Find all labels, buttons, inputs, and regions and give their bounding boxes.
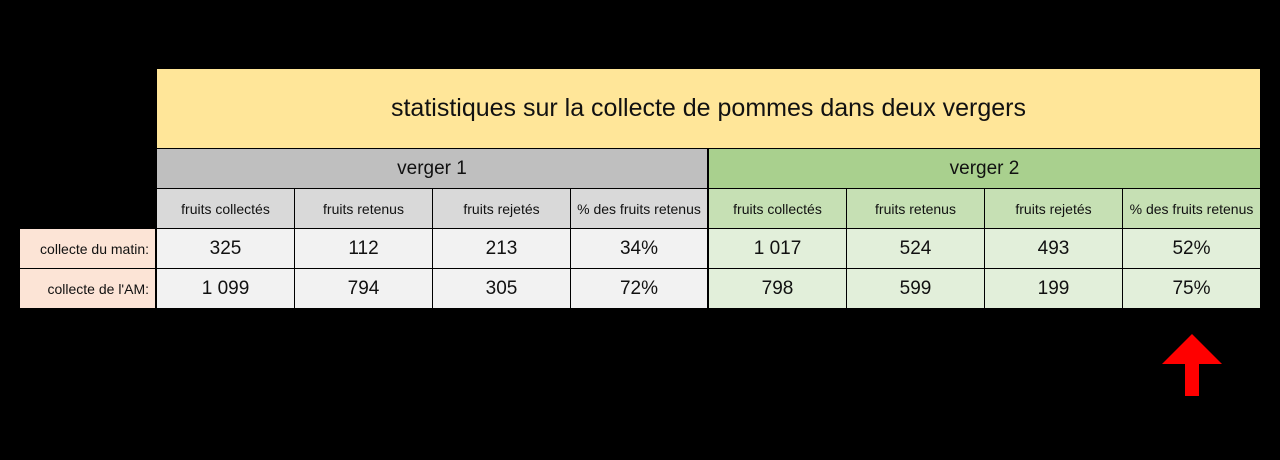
table-cell: 798: [709, 269, 846, 308]
table-title: statistiques sur la collecte de pommes d…: [157, 69, 1260, 148]
column-header-fruits-rejetes-v1: fruits rejetés: [433, 189, 570, 228]
column-header-fruits-retenus-v2: fruits retenus: [847, 189, 984, 228]
table-cell: 199: [985, 269, 1122, 308]
group-header-verger-1: verger 1: [157, 149, 707, 188]
column-header-fruits-collectes-v2: fruits collectés: [709, 189, 846, 228]
table-cell: 34%: [571, 229, 707, 268]
table-cell: 1 017: [709, 229, 846, 268]
row-label-matin: collecte du matin:: [20, 229, 155, 268]
up-arrow-icon: [1162, 334, 1222, 396]
table-cell: 599: [847, 269, 984, 308]
column-header-pct-retenus-v1: % des fruits retenus: [571, 189, 707, 228]
table-cell: 1 099: [157, 269, 294, 308]
table-cell: 213: [433, 229, 570, 268]
table-cell: 75%: [1123, 269, 1260, 308]
column-header-pct-retenus-v2: % des fruits retenus: [1123, 189, 1260, 228]
column-header-fruits-rejetes-v2: fruits rejetés: [985, 189, 1122, 228]
table-cell: 52%: [1123, 229, 1260, 268]
table-cell: 524: [847, 229, 984, 268]
table-cell: 72%: [571, 269, 707, 308]
table-cell: 325: [157, 229, 294, 268]
row-label-am: collecte de l'AM:: [20, 269, 155, 308]
table-cell: 794: [295, 269, 432, 308]
group-header-verger-2: verger 2: [709, 149, 1260, 188]
column-header-fruits-collectes-v1: fruits collectés: [157, 189, 294, 228]
column-header-fruits-retenus-v1: fruits retenus: [295, 189, 432, 228]
table-cell: 112: [295, 229, 432, 268]
table-cell: 493: [985, 229, 1122, 268]
table-cell: 305: [433, 269, 570, 308]
